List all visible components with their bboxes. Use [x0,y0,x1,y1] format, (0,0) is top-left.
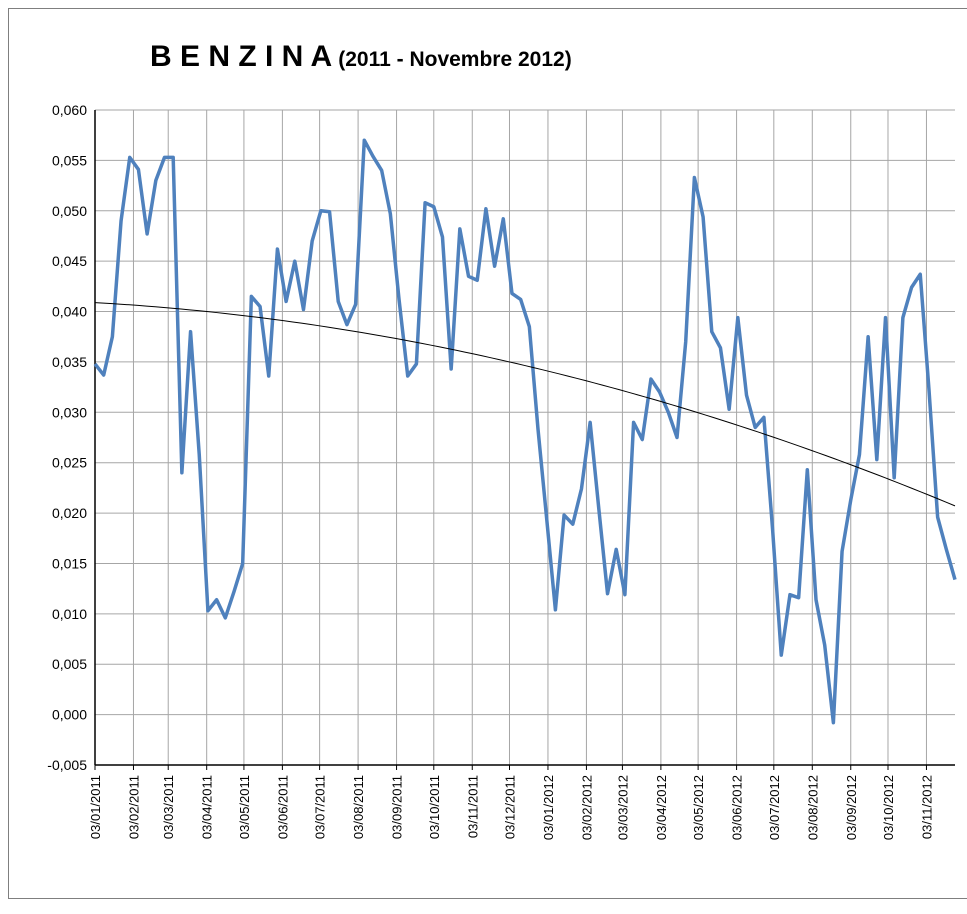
y-tick-label: 0,030 [52,404,87,420]
x-tick-label: 03/03/2012 [615,775,630,840]
x-tick-label: 03/07/2011 [313,775,328,839]
x-tick-label: 03/11/2012 [919,775,934,839]
y-tick-label: 0,040 [52,304,87,320]
chart-title: B E N Z I N A [150,40,332,73]
data-line [93,138,957,725]
x-tick-label: 03/09/2011 [390,775,405,839]
y-tick-label: 0,005 [52,656,87,672]
y-tick-label: 0,060 [52,102,87,118]
x-tick-label: 03/11/2011 [465,775,480,838]
chart-subtitle: (2011 - Novembre 2012) [338,48,571,71]
x-tick-label: 03/03/2011 [161,775,176,839]
y-tick-label: 0,055 [52,152,87,168]
y-tick-label: 0,020 [52,505,87,521]
y-tick-label: 0,025 [52,455,87,471]
x-tick-label: 03/06/2011 [275,775,290,839]
x-tick-label: 03/10/2012 [881,775,896,840]
x-tick-label: 03/07/2012 [767,775,782,840]
x-tick-label: 03/04/2011 [200,775,215,839]
x-tick-label: 03/05/2012 [691,775,706,840]
x-tick-label: 03/05/2011 [237,775,252,839]
y-tick-label: 0,045 [52,253,87,269]
y-tick-label: 0,050 [52,203,87,219]
x-tick-label: 03/01/2012 [541,775,556,840]
x-tick-label: 03/02/2012 [579,775,594,840]
x-tick-label: 03/10/2011 [427,775,442,839]
y-tick-label: -0,005 [47,757,87,773]
x-tick-label: 03/08/2012 [805,775,820,840]
y-tick-label: 0,015 [52,555,87,571]
chart-title-group: B E N Z I N A (2011 - Novembre 2012) [150,40,572,73]
x-tick-label: 03/09/2012 [844,775,859,840]
x-tick-label: 03/12/2011 [502,775,517,839]
trend-line [94,302,956,507]
x-tick-label: 03/04/2012 [654,775,669,840]
x-tick-label: 03/06/2012 [730,775,745,840]
x-tick-label: 03/01/2011 [88,775,103,839]
x-tick-label: 03/08/2011 [351,775,366,839]
y-tick-label: 0,035 [52,354,87,370]
y-tick-label: 0,000 [52,707,87,723]
x-tick-label: 03/02/2011 [126,775,141,839]
y-tick-label: 0,010 [52,606,87,622]
